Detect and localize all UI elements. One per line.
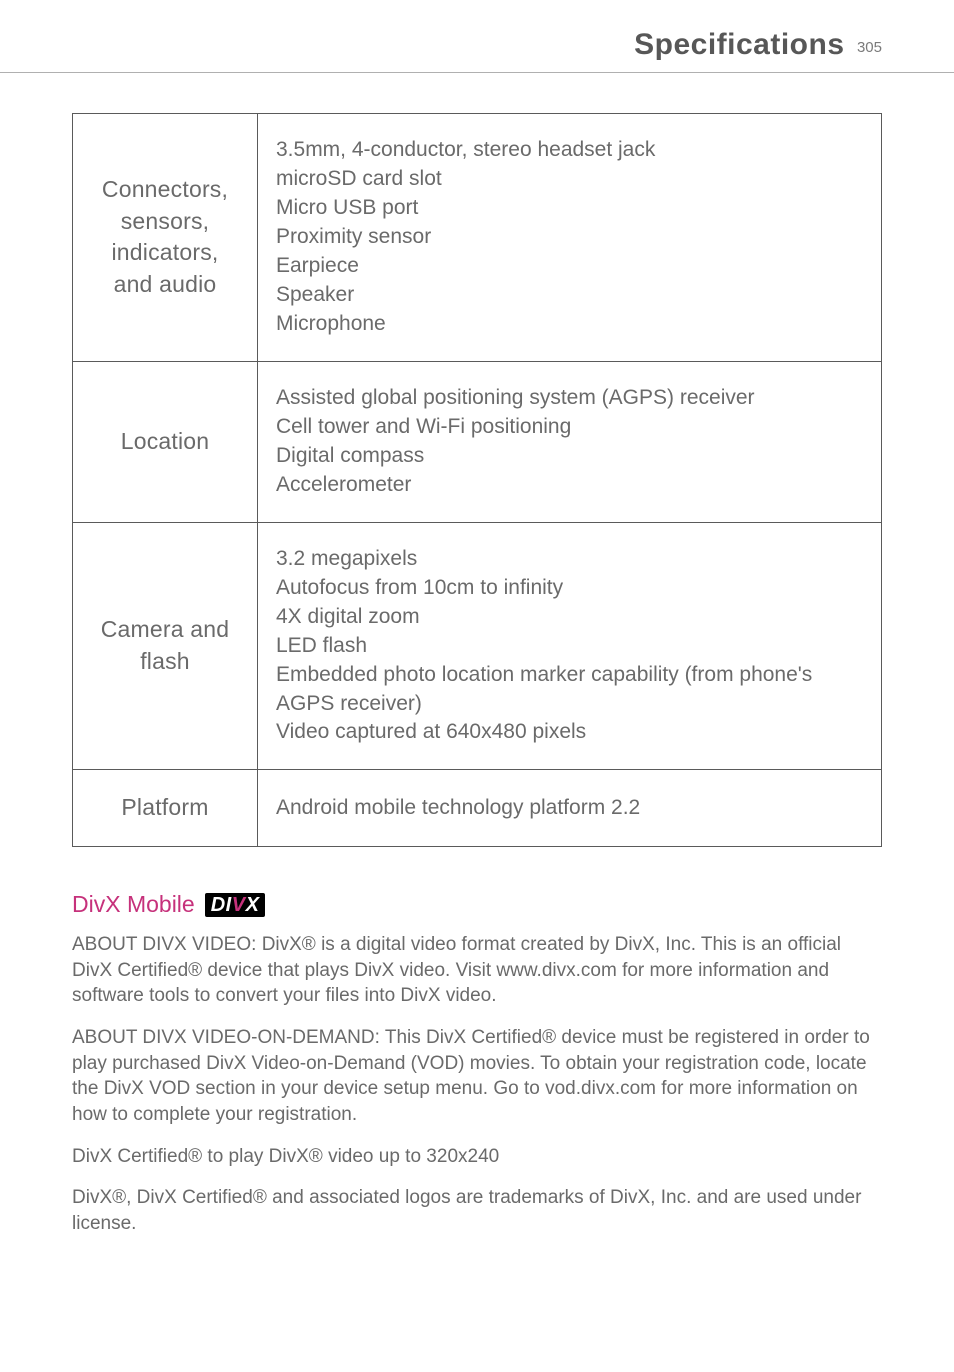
divx-paragraph: ABOUT DIVX VIDEO-ON-DEMAND: This DivX Ce…: [72, 1025, 882, 1128]
specifications-table: Connectors, sensors, indicators, and aud…: [72, 113, 882, 847]
table-row: Location Assisted global positioning sys…: [73, 361, 882, 522]
divx-paragraph: DivX Certified® to play DivX® video up t…: [72, 1144, 882, 1170]
page-title: Specifications: [634, 28, 844, 61]
divx-paragraph: DivX®, DivX Certified® and associated lo…: [72, 1185, 882, 1236]
spec-label-location: Location: [73, 361, 258, 522]
divx-heading-text: DivX Mobile: [72, 891, 195, 918]
divx-paragraph: ABOUT DIVX VIDEO: DivX® is a digital vid…: [72, 932, 882, 1009]
divx-logo-part1: DI: [211, 894, 232, 916]
spec-value-camera: 3.2 megapixelsAutofocus from 10cm to inf…: [258, 522, 882, 770]
page-header: Specifications 305: [0, 0, 954, 73]
divx-logo-part2: X: [246, 894, 260, 916]
spec-label-platform: Platform: [73, 770, 258, 847]
page-number: 305: [857, 39, 882, 56]
spec-value-platform: Android mobile technology platform 2.2: [258, 770, 882, 847]
spec-label-connectors: Connectors, sensors, indicators, and aud…: [73, 114, 258, 362]
divx-logo: DIVX: [205, 893, 266, 917]
spec-label-camera: Camera and flash: [73, 522, 258, 770]
spec-value-connectors: 3.5mm, 4-conductor, stereo headset jackm…: [258, 114, 882, 362]
divx-logo-v: V: [232, 894, 246, 916]
page-content: Connectors, sensors, indicators, and aud…: [0, 113, 954, 1237]
divx-heading: DivX Mobile DIVX: [72, 891, 882, 918]
table-row: Platform Android mobile technology platf…: [73, 770, 882, 847]
spec-value-location: Assisted global positioning system (AGPS…: [258, 361, 882, 522]
table-row: Connectors, sensors, indicators, and aud…: [73, 114, 882, 362]
table-row: Camera and flash 3.2 megapixelsAutofocus…: [73, 522, 882, 770]
